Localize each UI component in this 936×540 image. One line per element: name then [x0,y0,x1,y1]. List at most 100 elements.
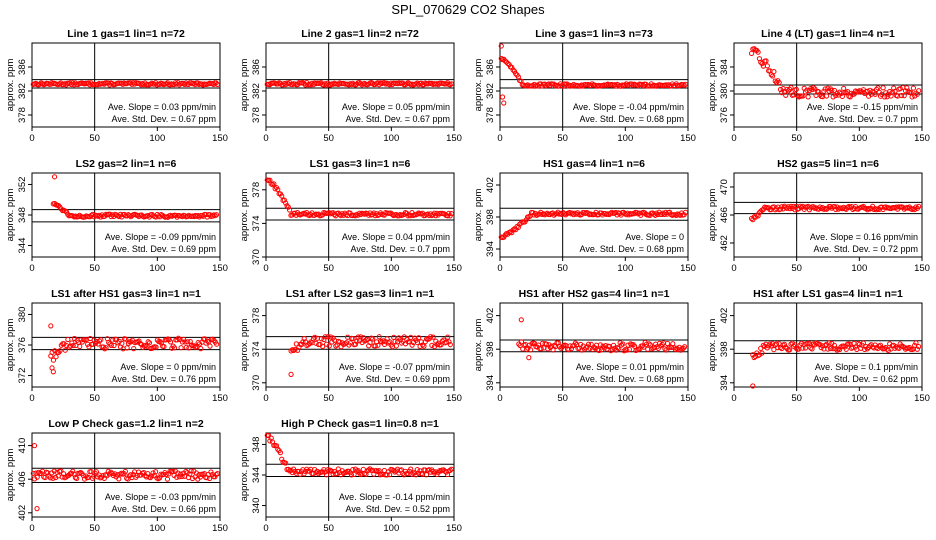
data-point [682,344,688,350]
data-point [822,86,828,92]
data-point [841,85,847,92]
data-point [93,469,100,475]
data-point [763,58,769,64]
panel-title: Line 3 gas=1 lin=3 n=73 [535,28,653,40]
data-point [214,81,221,88]
data-point [321,336,327,343]
data-point [69,340,75,346]
data-point [498,55,504,62]
data-point [182,339,188,345]
data-point [822,342,828,349]
x-tick-label: 50 [791,263,802,274]
data-point [352,341,359,347]
data-point [498,43,504,49]
y-tick-label: 398 [485,209,496,225]
y-tick-label: 348 [251,437,262,453]
x-tick-label: 50 [89,523,100,534]
data-point [277,450,284,456]
panel-7: HS1 gas=4 lin=1 n=6 0 50 100 150 394 398 402app… [473,158,696,274]
x-tick-label: 50 [791,393,802,404]
x-tick-label: 0 [263,133,268,144]
data-point [65,336,71,343]
stddev-annotation: Ave. Std. Dev. = 0.72 ppm [814,244,918,254]
x-tick-label: 150 [212,523,228,534]
plot-frame [265,302,455,388]
data-point [885,347,891,353]
data-point [214,471,221,477]
data-point [509,64,515,70]
stddev-annotation: Ave. Std. Dev. = 0.69 ppm [112,244,216,254]
y-tick-label: 382 [485,83,496,99]
data-point [445,334,451,340]
data-point [213,212,220,218]
data-point [183,468,189,475]
panel-title: HS1 gas=4 lin=1 n=6 [543,158,645,170]
data-point [305,342,311,348]
data-point [843,346,849,352]
data-point [659,211,665,217]
panel-title: HS1 after LS1 gas=4 lin=1 n=1 [753,288,903,300]
data-points [48,323,220,375]
data-point [271,181,277,187]
data-point [798,340,805,346]
data-point [916,343,922,350]
data-point [176,474,182,480]
y-tick-label: 374 [251,341,262,357]
y-tick-label: 378 [251,182,262,198]
data-point [446,210,452,216]
slope-annotation: Ave. Slope = 0.03 ppm/min [108,102,216,112]
x-tick-label: 100 [383,133,399,144]
data-point [448,211,455,217]
data-point [128,472,134,478]
data-point [136,338,142,344]
data-point [624,347,630,353]
x-tick-label: 150 [212,263,228,274]
data-point [275,446,281,452]
data-point [181,336,187,343]
data-point [776,79,782,86]
data-point [265,432,272,439]
data-point [283,200,289,206]
data-point [618,342,625,348]
x-tick-label: 100 [617,263,633,274]
data-point [123,336,129,342]
data-point [682,81,689,87]
slope-annotation: Ave. Slope = 0.04 ppm/min [342,232,450,242]
y-tick-label: 386 [251,59,262,75]
data-point [283,460,289,466]
y-axis-label: approx. ppm [239,59,250,112]
slope-annotation: Ave. Slope = -0.07 ppm/min [339,362,450,372]
data-point [421,343,427,349]
data-point [848,90,855,96]
data-point [98,337,104,343]
data-point [387,472,393,478]
x-tick-label: 150 [212,393,228,404]
data-point [322,334,328,340]
data-point [30,470,36,476]
data-point [99,474,105,480]
panel-title: Line 4 (LT) gas=1 lin=4 n=1 [761,28,895,40]
data-point [758,345,764,351]
data-point [329,468,335,474]
data-point [538,346,544,352]
stddev-annotation: Ave. Std. Dev. = 0.67 ppm [112,114,216,124]
y-tick-label: 370 [251,249,262,265]
data-point [325,334,331,340]
data-point [568,345,575,352]
data-point [124,345,130,351]
data-point [867,343,873,349]
x-tick-label: 0 [263,393,268,404]
data-point [50,357,57,363]
data-point [916,88,922,94]
y-tick-label: 406 [17,471,28,487]
panel-12: HS1 after LS1 gas=4 lin=1 n=1 0 50 100 150 39… [707,288,930,404]
data-point [528,347,534,353]
data-point [186,345,192,351]
slope-annotation: Ave. Slope = 0 ppm/min [120,362,216,372]
x-tick-label: 150 [680,133,696,144]
data-point [891,342,897,348]
y-tick-label: 382 [17,83,28,99]
stddev-annotation: Ave. Std. Dev. = 0.7 ppm [351,244,450,254]
x-tick-label: 150 [914,133,930,144]
figure-title: SPL_070629 CO2 Shapes [391,2,545,17]
